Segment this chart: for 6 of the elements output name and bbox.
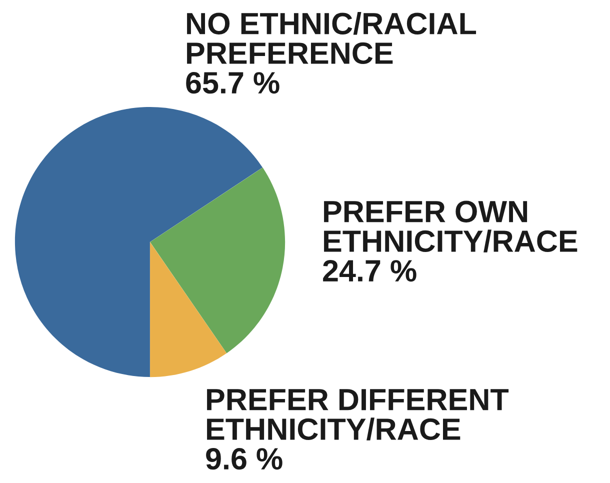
data-label: 24.7 % [323, 260, 416, 282]
slice-label: NO ETHNIC/RACIAL PREFERENCE [187, 12, 476, 64]
data-label: 65.7 % [186, 72, 280, 94]
data-label: 9.6 % [206, 448, 282, 470]
slice-label: PREFER OWN ETHNICITY/RACE [324, 200, 578, 252]
slice-label: PREFER DIFFERENT ETHNICITY/RACE [207, 389, 509, 440]
